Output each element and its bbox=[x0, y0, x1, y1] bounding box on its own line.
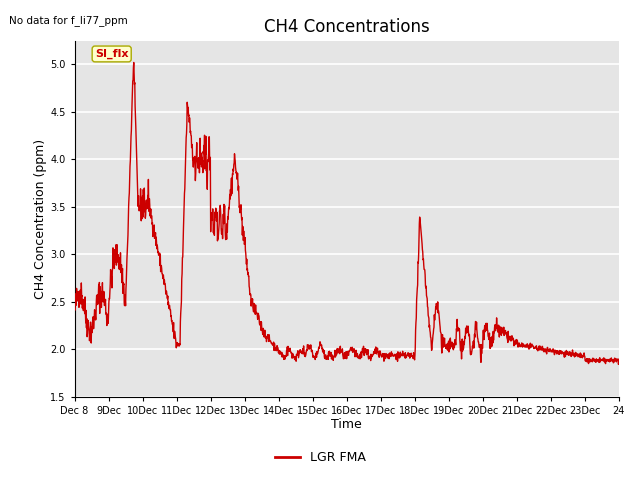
Y-axis label: CH4 Concentration (ppm): CH4 Concentration (ppm) bbox=[34, 139, 47, 299]
Text: No data for f_li77_ppm: No data for f_li77_ppm bbox=[9, 15, 128, 26]
Text: SI_flx: SI_flx bbox=[95, 49, 129, 59]
X-axis label: Time: Time bbox=[332, 419, 362, 432]
Title: CH4 Concentrations: CH4 Concentrations bbox=[264, 18, 429, 36]
Legend: LGR FMA: LGR FMA bbox=[269, 446, 371, 469]
